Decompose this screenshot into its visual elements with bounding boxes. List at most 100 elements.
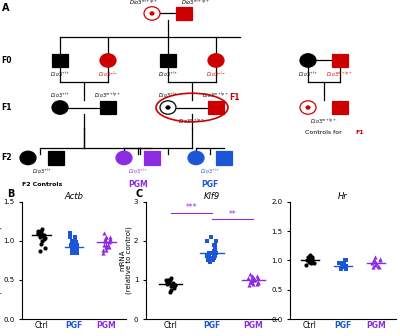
Bar — [208, 101, 224, 114]
Point — [372, 261, 379, 266]
Text: $Dio3^{m+/p+}$: $Dio3^{m+/p+}$ — [129, 0, 159, 7]
Text: PGF: PGF — [201, 180, 219, 189]
Point — [69, 244, 76, 250]
Point — [209, 250, 215, 255]
Point — [204, 254, 211, 259]
Point — [38, 230, 44, 236]
Point — [249, 274, 256, 279]
Point — [371, 258, 378, 263]
Point — [102, 248, 109, 253]
Point — [213, 250, 219, 255]
Point — [307, 252, 313, 257]
Point — [170, 281, 176, 286]
Bar — [332, 101, 348, 114]
Point — [40, 232, 47, 237]
Point — [249, 277, 255, 282]
Point — [250, 277, 256, 283]
Point — [308, 257, 315, 262]
Point — [341, 262, 348, 268]
Text: $Dio3^{+/+}$: $Dio3^{+/+}$ — [298, 70, 318, 79]
Point — [39, 226, 45, 232]
Point — [374, 263, 381, 269]
Point — [340, 261, 347, 266]
Text: $Dio3^{m+/p+}$: $Dio3^{m+/p+}$ — [310, 117, 338, 126]
Point — [306, 259, 312, 264]
Text: $Dio3^{m+/p+}$: $Dio3^{m+/p+}$ — [178, 117, 206, 126]
Point — [212, 244, 218, 249]
Point — [101, 238, 108, 244]
Point — [102, 244, 109, 250]
Text: $Dio3^{+/+}$: $Dio3^{+/+}$ — [158, 91, 178, 100]
Point — [69, 250, 75, 255]
Text: $Dio3^{+/+}$: $Dio3^{+/+}$ — [50, 91, 70, 100]
Point — [204, 238, 211, 244]
Point — [337, 261, 344, 266]
Circle shape — [300, 54, 316, 67]
Point — [342, 266, 349, 272]
Point — [40, 234, 46, 239]
Bar — [144, 151, 160, 165]
Point — [339, 263, 345, 269]
Point — [166, 279, 172, 285]
Circle shape — [188, 151, 204, 165]
Point — [303, 258, 310, 263]
Point — [101, 242, 107, 247]
Point — [373, 261, 379, 266]
Point — [107, 237, 113, 242]
Point — [41, 237, 47, 242]
Y-axis label: mRNA
(relative to control): mRNA (relative to control) — [0, 226, 2, 294]
Text: **: ** — [229, 210, 236, 219]
Text: ***: *** — [186, 203, 197, 212]
Title: Actb: Actb — [64, 192, 84, 201]
Circle shape — [160, 101, 176, 114]
Point — [163, 277, 170, 283]
Point — [371, 258, 377, 263]
Point — [74, 242, 80, 247]
Point — [103, 234, 109, 240]
Bar — [332, 54, 348, 67]
Point — [305, 255, 311, 260]
Point — [376, 265, 382, 270]
Point — [206, 252, 212, 257]
Point — [212, 246, 218, 251]
Point — [35, 229, 41, 234]
Point — [309, 255, 315, 260]
Circle shape — [144, 7, 160, 20]
Point — [38, 229, 45, 234]
Point — [103, 244, 109, 250]
Text: Controls for: Controls for — [305, 130, 343, 135]
Point — [342, 263, 348, 269]
Point — [254, 281, 260, 287]
Text: $Dio3^{m+/p+}$: $Dio3^{m+/p+}$ — [181, 0, 211, 7]
Point — [372, 262, 378, 268]
Bar — [216, 151, 232, 165]
Point — [369, 261, 376, 266]
Point — [166, 289, 173, 294]
Point — [169, 281, 176, 287]
Point — [73, 246, 79, 251]
Text: F2 Controls: F2 Controls — [22, 182, 62, 187]
Bar — [100, 101, 116, 114]
Text: A: A — [2, 3, 10, 13]
Point — [338, 266, 344, 272]
Point — [74, 250, 80, 255]
Point — [103, 234, 110, 240]
Point — [42, 236, 48, 241]
Point — [73, 250, 80, 255]
Point — [210, 256, 217, 261]
Point — [250, 276, 256, 281]
Circle shape — [300, 101, 316, 114]
Point — [102, 237, 108, 242]
Point — [211, 242, 217, 247]
Point — [74, 246, 80, 251]
Circle shape — [208, 54, 224, 67]
Point — [36, 234, 43, 240]
Text: F1: F1 — [229, 93, 239, 102]
Point — [69, 248, 75, 253]
Circle shape — [100, 54, 116, 67]
Point — [67, 234, 74, 240]
Point — [106, 240, 112, 245]
Point — [255, 279, 261, 285]
Point — [70, 244, 76, 250]
Y-axis label: mRNA
(relative to control): mRNA (relative to control) — [119, 226, 132, 294]
